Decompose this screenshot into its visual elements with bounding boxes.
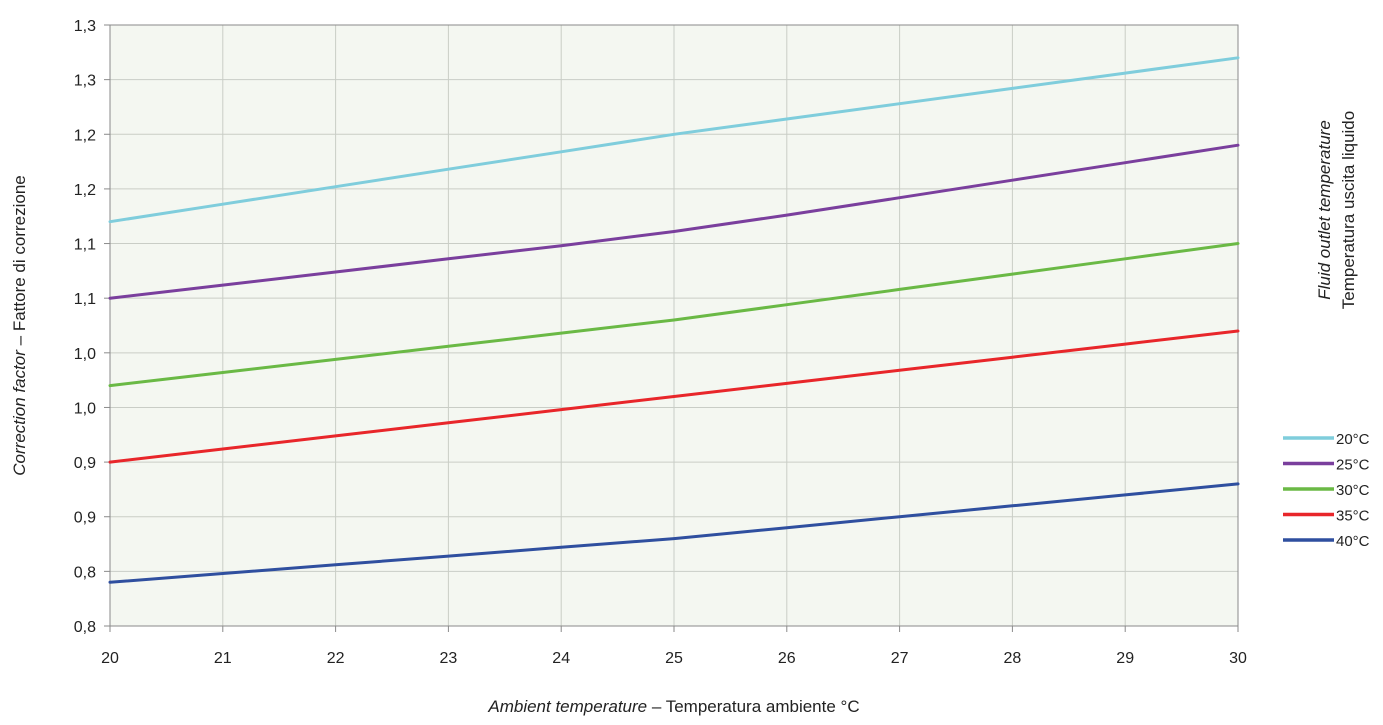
x-tick-label: 29 bbox=[1116, 650, 1134, 667]
y-axis-title: Correction factor – Fattore di correzion… bbox=[10, 175, 29, 475]
x-tick-labels: 20 21 22 23 24 25 26 27 28 29 30 bbox=[101, 650, 1247, 667]
legend-item: 20°C bbox=[1283, 431, 1370, 448]
x-axis-title-italic: Ambient temperature bbox=[487, 697, 647, 716]
y-tick-label: 1,0 bbox=[74, 346, 96, 363]
y-tick-label: 1,1 bbox=[74, 237, 96, 254]
plot-frame bbox=[109, 24, 1239, 627]
x-tick-label: 30 bbox=[1229, 650, 1247, 667]
series-line-40c bbox=[108, 482, 1240, 584]
legend-label: 35°C bbox=[1336, 508, 1370, 525]
y-tick-label: 1,2 bbox=[74, 182, 96, 199]
x-tick-label: 28 bbox=[1004, 650, 1022, 667]
x-tick-label: 20 bbox=[101, 650, 119, 667]
series-lines bbox=[108, 56, 1240, 584]
legend-item: 40°C bbox=[1283, 533, 1370, 550]
legend-title-italic: Fluid outlet temperature bbox=[1315, 120, 1334, 300]
x-axis-title-rest: – Temperatura ambiente °C bbox=[647, 697, 859, 716]
y-axis-title-italic: Correction factor bbox=[10, 349, 29, 476]
legend-label: 30°C bbox=[1336, 482, 1370, 499]
series-line-35c bbox=[108, 329, 1240, 464]
grid-lines bbox=[104, 24, 1239, 632]
legend-item: 35°C bbox=[1283, 508, 1370, 525]
y-tick-label: 0,8 bbox=[74, 564, 96, 581]
y-tick-label: 1,1 bbox=[74, 291, 96, 308]
x-tick-label: 24 bbox=[552, 650, 570, 667]
x-tick-label: 26 bbox=[778, 650, 796, 667]
legend-title-rest: Temperatura uscita liquido bbox=[1339, 111, 1358, 309]
legend-item: 25°C bbox=[1283, 457, 1370, 474]
x-tick-label: 22 bbox=[327, 650, 345, 667]
y-tick-label: 1,2 bbox=[74, 127, 96, 144]
legend-label: 20°C bbox=[1336, 431, 1370, 448]
x-tick-label: 25 bbox=[665, 650, 683, 667]
series-line-30c bbox=[108, 242, 1240, 388]
series-line-20c bbox=[108, 56, 1240, 224]
y-tick-label: 1,3 bbox=[74, 18, 96, 35]
y-tick-label: 0,8 bbox=[74, 619, 96, 636]
y-tick-labels: 0,8 0,8 0,9 0,9 1,0 1,0 1,1 1,1 1,2 1,2 1,3 1,3 bbox=[74, 18, 96, 636]
legend-label: 25°C bbox=[1336, 457, 1370, 474]
x-tick-label: 23 bbox=[440, 650, 458, 667]
x-axis-title: Ambient temperature – Temperatura ambien… bbox=[487, 697, 859, 716]
y-tick-label: 1,0 bbox=[74, 400, 96, 417]
series-line-25c bbox=[108, 143, 1240, 300]
y-tick-label: 0,9 bbox=[74, 455, 96, 472]
legend: 20°C 25°C 30°C 35°C 40°C bbox=[1283, 431, 1370, 550]
y-tick-label: 1,3 bbox=[74, 73, 96, 90]
legend-item: 30°C bbox=[1283, 482, 1370, 499]
y-tick-label: 0,9 bbox=[74, 510, 96, 527]
y-axis-title-rest: – Fattore di correzione bbox=[10, 175, 29, 350]
x-tick-label: 27 bbox=[891, 650, 909, 667]
legend-label: 40°C bbox=[1336, 533, 1370, 550]
x-tick-label: 21 bbox=[214, 650, 232, 667]
